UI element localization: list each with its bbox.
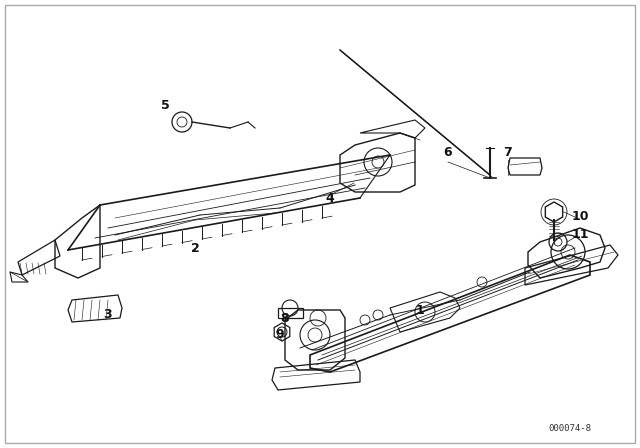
Text: 9: 9 — [276, 328, 284, 341]
Text: 11: 11 — [572, 228, 589, 241]
Text: 5: 5 — [161, 99, 170, 112]
Text: 000074-8: 000074-8 — [548, 423, 591, 432]
Text: 4: 4 — [326, 191, 334, 204]
Text: 7: 7 — [504, 146, 513, 159]
Text: 1: 1 — [415, 303, 424, 316]
Text: 3: 3 — [104, 309, 112, 322]
Text: 6: 6 — [444, 146, 452, 159]
Text: 8: 8 — [281, 311, 289, 324]
Text: 10: 10 — [572, 210, 589, 223]
Text: 2: 2 — [191, 241, 200, 254]
